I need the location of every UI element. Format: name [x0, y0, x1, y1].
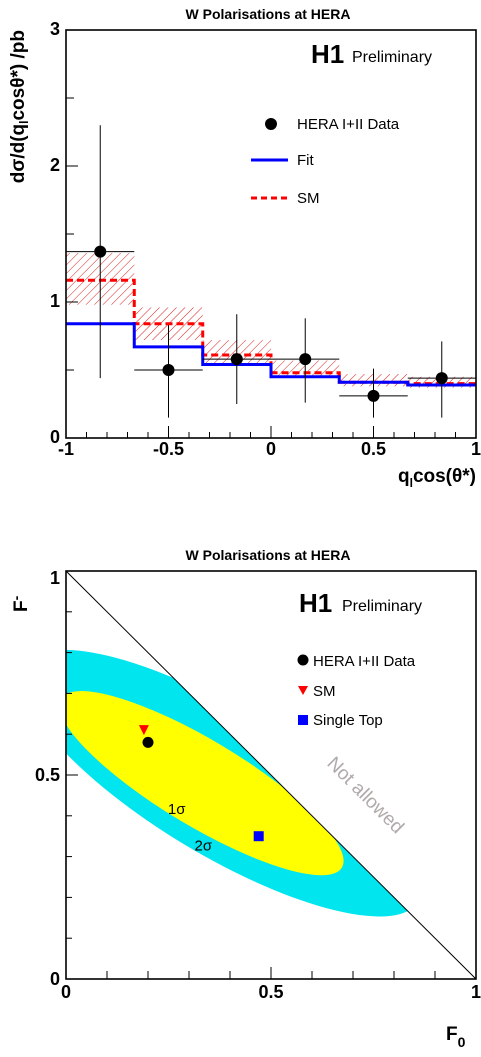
top-y-axis-label: dσ/d(qlcosθ*) /pb	[8, 30, 31, 183]
top-y-tick-label: 3	[50, 19, 60, 39]
legend-fit-label: Fit	[297, 152, 314, 169]
bottom-panel: W Polarisations at HERA 1σ 2σ Not allowe…	[8, 547, 481, 1050]
bottom-points	[138, 725, 264, 842]
legend-sm-label-2: SM	[313, 683, 336, 700]
top-y-tick-label: 1	[50, 291, 60, 311]
legend-sm-marker	[298, 686, 308, 695]
top-axis-ticks	[65, 29, 477, 439]
top-x-tick-label: 1	[471, 439, 481, 459]
bottom-legend: HERA I+II Data SM Single Top	[297, 653, 416, 729]
bottom-status-label: Preliminary	[342, 598, 422, 615]
top-experiment-label: H1	[311, 39, 344, 69]
data-points	[66, 125, 476, 418]
data-point	[407, 341, 476, 418]
data-point	[339, 368, 408, 418]
bottom-title: W Polarisations at HERA	[186, 547, 351, 563]
top-x-tick-label: 0.5	[361, 439, 386, 459]
top-x-tick-label: -1	[58, 439, 74, 459]
fit-step-path	[66, 322, 476, 387]
fit-step-line	[66, 322, 476, 387]
single-top-point-marker	[253, 831, 264, 842]
top-x-tick-labels: -1 -0.5 0 0.5 1	[58, 439, 481, 459]
data-point	[202, 314, 271, 404]
contour-2-sigma-label: 2σ	[195, 837, 213, 854]
bottom-x-axis-label: F0	[446, 1024, 466, 1050]
data-point-marker	[142, 736, 154, 748]
data-marker	[94, 245, 107, 258]
sm-point-marker	[138, 725, 149, 736]
data-marker	[367, 389, 380, 402]
bottom-y-tick-label: 1	[50, 568, 60, 588]
top-panel: W Polarisations at HERA -1 -0.5 0 0.5 1 …	[8, 6, 481, 490]
legend-data-marker-2	[297, 654, 309, 666]
data-marker	[435, 372, 448, 385]
top-y-tick-labels: 0 1 2 3	[50, 19, 60, 447]
top-x-tick-label: -0.5	[153, 439, 184, 459]
bottom-experiment-label: H1	[299, 588, 332, 618]
bottom-y-axis-label: F-	[8, 595, 32, 612]
legend-sm-label: SM	[297, 190, 320, 207]
top-y-tick-label: 0	[50, 427, 60, 447]
data-marker	[299, 353, 312, 366]
contour-1-sigma-label: 1σ	[168, 801, 186, 818]
legend-data-marker	[265, 118, 277, 130]
data-marker	[230, 353, 243, 366]
top-title: W Polarisations at HERA	[186, 6, 351, 22]
top-y-tick-label: 2	[50, 155, 60, 175]
data-marker	[162, 364, 175, 376]
top-legend: HERA I+II Data Fit SM	[251, 116, 400, 207]
data-point	[66, 125, 135, 379]
legend-data-label: HERA I+II Data	[297, 116, 400, 133]
bottom-y-tick-labels: 0 0.5 1	[35, 568, 60, 989]
bottom-y-tick-label: 0	[50, 969, 60, 989]
legend-data-label-2: HERA I+II Data	[313, 653, 416, 670]
top-x-tick-label: 0	[266, 439, 276, 459]
physical-boundary-line	[65, 570, 477, 980]
bottom-x-tick-label: 0	[61, 982, 71, 1002]
legend-single-top-label: Single Top	[313, 712, 383, 729]
bottom-x-tick-labels: 0 0.5 1	[61, 982, 481, 1002]
top-status-label: Preliminary	[352, 49, 432, 66]
contour-1-sigma	[66, 691, 344, 876]
bottom-x-tick-label: 1	[471, 982, 481, 1002]
top-x-axis-label: qlcos(θ*)	[398, 466, 476, 490]
bottom-x-tick-label: 0.5	[258, 982, 283, 1002]
data-point	[134, 325, 203, 418]
legend-single-top-marker	[298, 715, 308, 725]
bottom-y-tick-label: 0.5	[35, 765, 60, 785]
bottom-axis-ticks	[65, 570, 477, 980]
data-point	[271, 318, 340, 403]
